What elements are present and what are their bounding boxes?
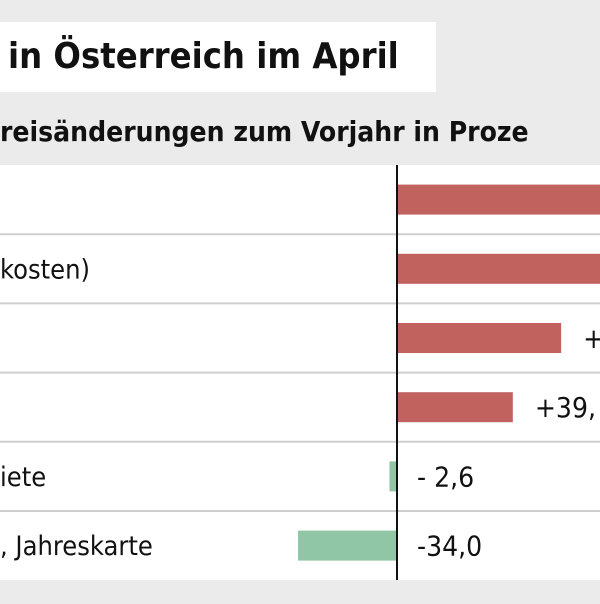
category-label: , Jahreskarte (0, 531, 153, 562)
bar (397, 392, 513, 423)
bar (397, 184, 600, 215)
chart-subtitle: reisänderungen zum Vorjahr in Proze (0, 115, 529, 148)
chart-title: in Österreich im April (8, 35, 399, 77)
category-label: iete (0, 462, 46, 493)
title-box (0, 22, 436, 92)
value-label: + (583, 322, 600, 355)
bar (397, 253, 600, 284)
category-label: kosten) (0, 254, 90, 285)
value-label: +39, (535, 391, 596, 424)
value-label: - 2,6 (417, 460, 474, 493)
bar (397, 323, 562, 353)
bar (298, 530, 397, 561)
bar (389, 461, 397, 492)
value-label: -34,0 (417, 530, 482, 563)
